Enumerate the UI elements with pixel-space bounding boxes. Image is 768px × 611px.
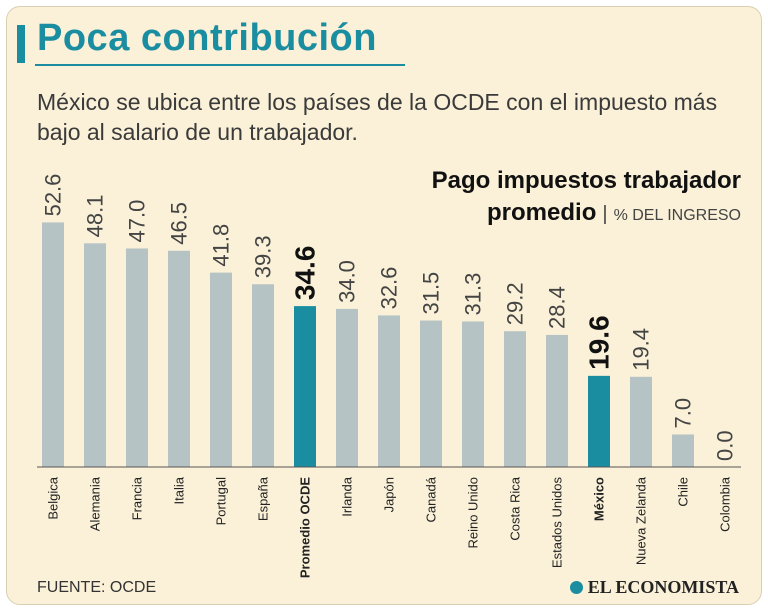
brand-name: EL ECONOMISTA bbox=[587, 577, 739, 597]
subtitle: México se ubica entre los países de la O… bbox=[37, 89, 718, 145]
bar-canada bbox=[420, 320, 442, 467]
value-label-francia: 47.0 bbox=[125, 200, 150, 243]
category-label-colombia: Colombia bbox=[718, 476, 733, 532]
bar-italia bbox=[168, 250, 190, 467]
bar-mexico bbox=[588, 375, 610, 467]
category-label-nueva-zelanda: Nueva Zelanda bbox=[634, 476, 649, 565]
bar-promedio-ocde bbox=[294, 306, 316, 467]
value-label-reino-unido: 31.3 bbox=[461, 273, 486, 316]
legend-line2: promedio bbox=[487, 199, 597, 226]
legend-separator: | bbox=[602, 203, 608, 225]
value-label-portugal: 41.8 bbox=[209, 224, 234, 267]
bar-espana bbox=[252, 284, 274, 467]
value-label-costa-rica: 29.2 bbox=[503, 282, 528, 325]
bar-reino-unido bbox=[462, 321, 484, 467]
bar-alemania bbox=[84, 243, 106, 467]
category-label-irlanda: Irlanda bbox=[340, 476, 355, 517]
value-label-japon: 32.6 bbox=[377, 267, 402, 310]
category-label-portugal: Portugal bbox=[214, 477, 229, 526]
brand-icon bbox=[569, 581, 583, 594]
value-label-irlanda: 34.0 bbox=[335, 260, 360, 303]
value-label-estados-unidos: 28.4 bbox=[545, 286, 570, 329]
title-accent-bar bbox=[17, 25, 25, 63]
bar-chile bbox=[672, 434, 694, 467]
bar-francia bbox=[126, 248, 148, 467]
value-label-italia: 46.5 bbox=[167, 202, 192, 245]
value-label-promedio-ocde: 34.6 bbox=[290, 246, 321, 301]
value-label-colombia: 0.0 bbox=[713, 430, 738, 461]
category-label-alemania: Alemania bbox=[88, 476, 103, 531]
category-label-mexico: México bbox=[592, 477, 607, 521]
value-label-espana: 39.3 bbox=[251, 235, 276, 278]
category-label-costa-rica: Costa Rica bbox=[508, 476, 523, 540]
chart-legend: Pago impuestos trabajador promedio | % DEL… bbox=[432, 165, 741, 232]
category-label-espana: España bbox=[256, 476, 271, 521]
bar-estados-unidos bbox=[546, 334, 568, 467]
category-label-chile: Chile bbox=[676, 477, 691, 507]
value-label-alemania: 48.1 bbox=[83, 195, 108, 238]
bar-irlanda bbox=[336, 308, 358, 467]
category-label-italia: Italia bbox=[172, 476, 187, 504]
value-label-nueva-zelanda: 19.4 bbox=[629, 328, 654, 371]
source-note: FUENTE: OCDE bbox=[37, 579, 157, 596]
category-label-belgica: Belgica bbox=[46, 476, 61, 519]
category-label-estados-unidos: Estados Unidos bbox=[550, 477, 565, 569]
value-label-mexico: 19.6 bbox=[584, 315, 615, 370]
legend-unit: % DEL INGRESO bbox=[613, 207, 741, 224]
bar-portugal bbox=[210, 272, 232, 467]
bar-chart: 52.6 Belgica 48.1 Alemania 47.0 Francia 46.5 It… bbox=[37, 174, 741, 578]
value-label-canada: 31.5 bbox=[419, 272, 444, 315]
category-label-francia: Francia bbox=[130, 476, 145, 520]
legend-line1: Pago impuestos trabajador bbox=[431, 167, 741, 194]
category-label-reino-unido: Reino Unido bbox=[466, 477, 481, 549]
value-label-belgica: 52.6 bbox=[41, 174, 66, 217]
category-label-japon: Japón bbox=[382, 477, 397, 512]
bar-nueva-zelanda bbox=[630, 376, 652, 467]
bar-japon bbox=[378, 315, 400, 467]
bar-belgica bbox=[42, 222, 64, 467]
brand-logo: EL ECONOMISTA bbox=[569, 577, 739, 598]
infographic-card: Poca contribución México se ubica entre … bbox=[6, 6, 762, 605]
value-label-chile: 7.0 bbox=[671, 398, 696, 429]
category-label-promedio-ocde: Promedio OCDE bbox=[298, 477, 313, 578]
bar-costa-rica bbox=[504, 331, 526, 467]
page-title: Poca contribución bbox=[37, 17, 377, 59]
title-underline bbox=[35, 64, 405, 66]
category-label-canada: Canadá bbox=[424, 476, 439, 522]
